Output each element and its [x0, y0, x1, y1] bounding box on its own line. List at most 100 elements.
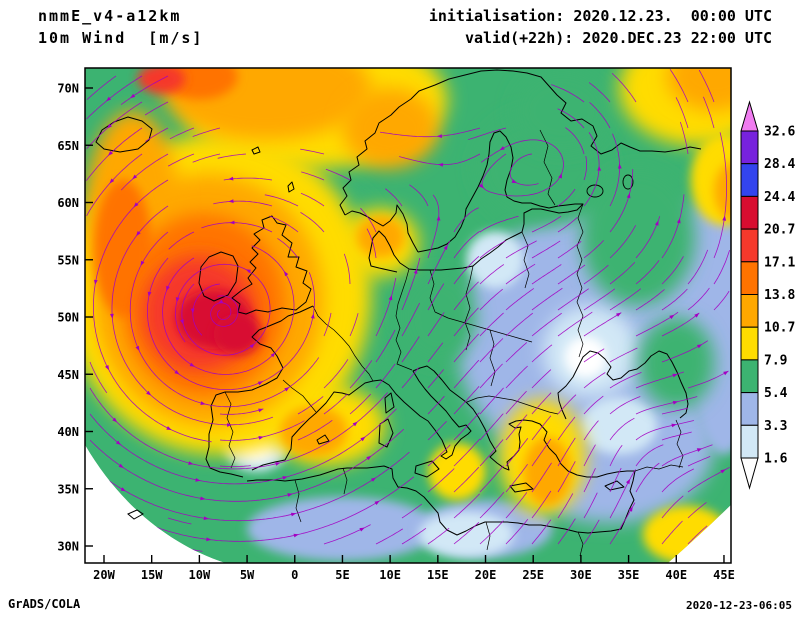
wind-field-fresh-ionian: [428, 443, 486, 501]
lon-tick-label: 35E: [618, 568, 640, 582]
streamline: [609, 396, 641, 415]
creation-timestamp: 2020-12-23-06:05: [686, 599, 792, 612]
colorbar-segment: [740, 392, 759, 426]
streamline: [375, 363, 396, 389]
streamline: [453, 493, 480, 519]
streamline-arrowhead: [597, 165, 602, 171]
border: [429, 269, 436, 313]
streamline: [89, 428, 404, 502]
streamline: [217, 153, 247, 159]
colorbar-label: 7.9: [764, 353, 787, 368]
streamline: [453, 412, 480, 441]
streamline-arrowhead: [436, 215, 441, 221]
streamline-arrowhead: [696, 448, 703, 452]
island-madeira: [127, 509, 144, 520]
streamline: [609, 262, 636, 285]
wind-field-calm-libya-interior: [418, 511, 515, 558]
streamline: [300, 212, 325, 233]
streamline-arrowhead: [140, 260, 145, 266]
streamline-arrowhead: [190, 308, 195, 314]
streamline: [557, 394, 577, 415]
streamline: [550, 84, 585, 103]
streamline-arrowhead: [617, 163, 622, 169]
streamline: [589, 102, 611, 129]
streamline-arrowhead: [189, 362, 195, 367]
streamline: [557, 493, 574, 519]
streamline: [89, 387, 388, 470]
streamline: [453, 359, 480, 389]
streamline-arrowhead: [478, 183, 484, 189]
streamline-arrowhead: [282, 476, 288, 480]
streamline: [531, 312, 562, 337]
streamline-arrowhead: [174, 370, 180, 375]
streamline: [168, 231, 195, 250]
streamline: [505, 518, 529, 545]
streamline: [385, 188, 403, 207]
streamline: [505, 463, 528, 493]
streamline: [213, 200, 273, 207]
streamline: [219, 465, 251, 467]
streamline: [583, 468, 596, 493]
border: [395, 268, 413, 371]
streamline: [401, 336, 420, 363]
streamline: [609, 347, 638, 363]
model-name: nmmE_v4-a12km: [38, 7, 182, 25]
streamline: [557, 518, 576, 545]
streamline-arrowhead: [438, 163, 444, 167]
streamline: [479, 338, 504, 363]
streamline: [661, 495, 684, 519]
streamline-arrowhead: [105, 365, 110, 371]
streamline-arrowhead: [722, 215, 727, 221]
streamline: [687, 456, 711, 467]
streamline: [427, 312, 445, 337]
streamline: [343, 253, 351, 285]
streamline: [609, 417, 635, 441]
coastline: [380, 365, 550, 471]
streamline: [583, 492, 598, 519]
coastline: [604, 480, 625, 491]
streamline: [557, 288, 589, 311]
streamline-arrowhead: [669, 314, 675, 320]
streamline: [698, 69, 715, 103]
streamline: [86, 101, 143, 149]
coastline: [246, 447, 636, 536]
streamline: [583, 395, 604, 415]
colorbar-label: 28.4: [764, 157, 795, 172]
streamline: [201, 222, 273, 233]
streamline: [531, 369, 552, 389]
streamline: [557, 108, 585, 129]
colorbar-segment: [740, 130, 759, 165]
coastline: [557, 350, 689, 420]
field-title: 10m Wind [m/s]: [38, 29, 204, 47]
streamline: [531, 438, 552, 467]
streamline-arrowhead: [672, 400, 679, 405]
streamline: [479, 215, 519, 233]
streamline-arrowhead: [436, 134, 442, 138]
streamline: [687, 287, 710, 311]
streamline-arrowhead: [166, 426, 172, 430]
streamline-arrowhead: [200, 496, 206, 501]
streamline: [86, 75, 117, 100]
streamline: [301, 171, 325, 181]
streamline: [713, 290, 730, 311]
streamline: [86, 127, 143, 181]
coastline: [231, 215, 312, 315]
streamline: [609, 225, 637, 259]
streamline: [401, 367, 420, 389]
colorbar-label: 24.4: [764, 190, 795, 205]
streamline-arrowhead: [228, 176, 234, 181]
colorbar-label: 20.7: [764, 223, 795, 238]
border: [224, 391, 236, 469]
streamline: [297, 419, 333, 441]
streamline-arrowhead: [229, 220, 235, 225]
streamline: [609, 288, 641, 311]
lon-tick-label: 10W: [189, 568, 211, 582]
streamline-arrowhead: [112, 417, 118, 423]
lake-onega: [622, 174, 634, 190]
lat-tick-label: 70N: [57, 82, 79, 96]
lon-tick-label: 40E: [665, 568, 687, 582]
border: [312, 305, 374, 382]
streamline: [583, 348, 605, 363]
streamline: [713, 132, 727, 259]
streamline: [531, 287, 563, 311]
